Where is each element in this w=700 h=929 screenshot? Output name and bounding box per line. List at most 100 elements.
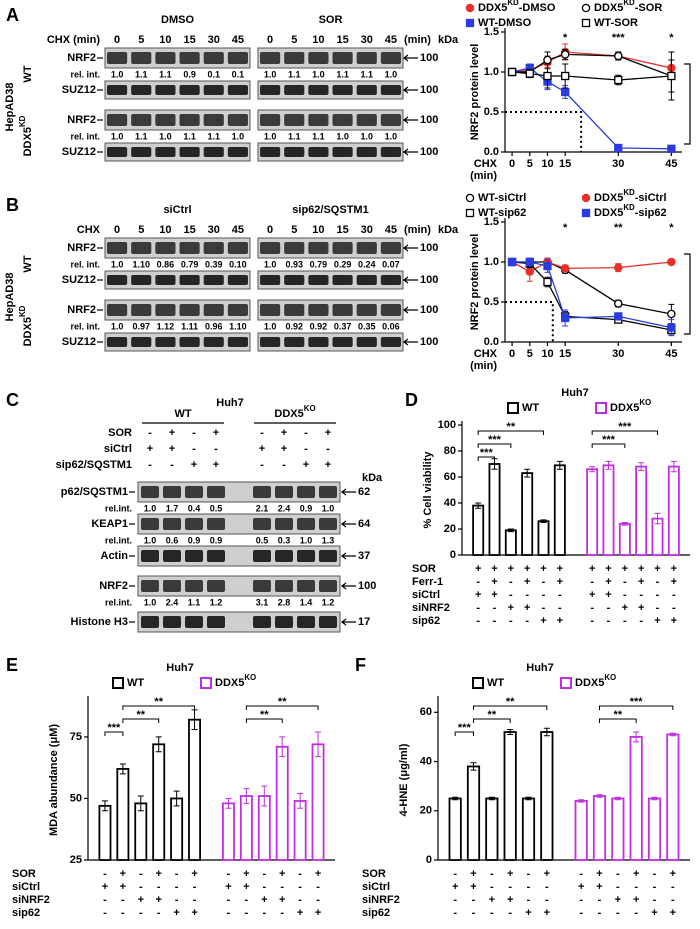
error-bar — [225, 797, 232, 809]
condition-label: siCtrl — [12, 881, 40, 893]
rel-int-value: 1.0 — [322, 503, 335, 513]
data-point — [561, 71, 570, 81]
data-point — [667, 257, 676, 267]
legend-label: DDX5KD-sip62 — [594, 203, 667, 219]
panel-label: E — [6, 655, 18, 675]
blot-band — [203, 337, 224, 347]
bar — [170, 797, 184, 861]
condition-sign: + — [589, 589, 595, 601]
condition-label: Ferr-1 — [412, 576, 443, 588]
significance-label: *** — [107, 722, 121, 734]
condition-sign: + — [622, 563, 628, 575]
blot-band — [260, 52, 281, 64]
rel-int-value: 0.35 — [358, 321, 376, 331]
condition-label: SOR — [12, 868, 36, 880]
condition-sign: - — [476, 615, 480, 627]
treatment-sign: - — [326, 443, 330, 455]
condition-sign: - — [139, 881, 143, 893]
blot-band — [107, 85, 128, 95]
rel-int-value: 1.2 — [322, 597, 335, 607]
condition-sign: - — [634, 907, 638, 919]
x-axis-label: CHX — [474, 158, 498, 170]
y-tick-label: 1.0 — [484, 66, 499, 78]
significance-label: * — [669, 222, 674, 234]
error-bar — [524, 468, 531, 478]
treatment-sign: - — [192, 443, 196, 455]
blot-band — [308, 337, 329, 347]
y-tick-label: 25 — [70, 854, 82, 866]
panel-label: B — [6, 195, 19, 215]
condition-sign: - — [298, 868, 302, 880]
blot-band — [284, 304, 305, 316]
bar — [188, 718, 201, 861]
blot-band — [380, 85, 401, 95]
blot-band — [356, 114, 377, 126]
blot-band — [308, 304, 329, 316]
significance-label: ** — [278, 696, 287, 708]
condition-label: siCtrl — [412, 589, 440, 601]
blot-band — [107, 147, 128, 157]
data-point — [543, 261, 552, 271]
marker-arrow — [403, 86, 418, 94]
rel-int-value: 1.0 — [264, 259, 277, 269]
blot-band — [155, 337, 176, 347]
error-bar — [155, 736, 162, 753]
condition-sign: - — [280, 881, 284, 893]
significance-bracket — [477, 456, 495, 461]
significance-bracket — [591, 430, 658, 435]
condition-sign: - — [490, 881, 494, 893]
data-point — [614, 263, 623, 272]
bar — [537, 520, 550, 556]
legend-marker — [465, 208, 475, 218]
condition-sign: - — [653, 881, 657, 893]
condition-sign: + — [491, 563, 497, 575]
data-point — [667, 309, 676, 319]
treatment-sign: - — [148, 459, 152, 471]
rel-int-value: 0.5 — [210, 503, 223, 513]
blot-band — [107, 304, 128, 316]
condition-sign: - — [227, 868, 231, 880]
condition-sign: + — [605, 589, 611, 601]
blot-band — [260, 242, 281, 254]
error-bar — [470, 762, 477, 771]
legend-swatch — [472, 677, 484, 689]
legend-label: DDX5KD-SOR — [594, 0, 662, 14]
condition-sign: + — [622, 602, 628, 614]
kda-marker: 100 — [420, 84, 438, 96]
blot-band — [203, 304, 224, 316]
significance-bracket — [473, 705, 548, 710]
condition-sign: - — [280, 907, 284, 919]
bar — [667, 465, 680, 556]
blot-band — [356, 304, 377, 316]
treatment-sign: + — [213, 459, 219, 471]
condition-sign: - — [316, 881, 320, 893]
time-label: 0 — [267, 34, 273, 46]
time-label: 10 — [159, 34, 171, 46]
rel-int-value: 1.1 — [188, 597, 201, 607]
rel-int-value: 1.0 — [111, 321, 124, 331]
rel-int-value: 1.0 — [144, 535, 157, 545]
treatment-sign: + — [191, 459, 197, 471]
time-label: 0 — [114, 34, 120, 46]
protein-label: NRF2 — [99, 580, 128, 592]
condition-sign: - — [590, 602, 594, 614]
time-label: 45 — [232, 34, 244, 46]
y-tick-label: 40 — [444, 497, 456, 509]
error-bar — [605, 460, 612, 470]
y-tick-label: 0 — [450, 549, 456, 561]
rel-int-value: 1.3 — [322, 535, 335, 545]
axis — [504, 28, 682, 153]
blot-band — [207, 518, 225, 530]
blot-band — [141, 550, 159, 562]
protein-label: Histone H3 — [71, 616, 128, 628]
rel-int-label: rel. int. — [70, 259, 100, 269]
legend-label: WT-DMSO — [478, 17, 532, 29]
rel-int-value: 0.96 — [205, 321, 223, 331]
rel-int-label: rel. int. — [70, 321, 100, 331]
blot-band — [308, 275, 329, 285]
rel-int-value: 1.0 — [159, 131, 172, 141]
half-life-guide — [505, 301, 554, 342]
rel-int-value: 1.2 — [210, 597, 223, 607]
cell-line-label: HepAD38 — [4, 83, 16, 132]
error-bar — [614, 796, 621, 801]
